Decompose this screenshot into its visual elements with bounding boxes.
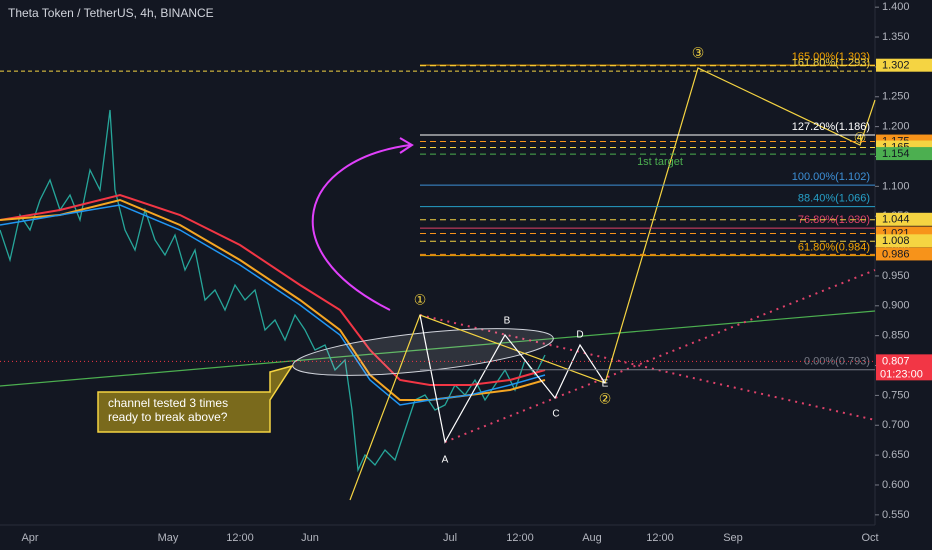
wave-letter: D bbox=[576, 330, 583, 341]
y-tick-label: 0.950 bbox=[882, 270, 910, 282]
trendline bbox=[0, 310, 876, 387]
price-tag bbox=[876, 247, 932, 261]
fib-label: 100.00%(1.102) bbox=[792, 171, 870, 183]
y-tick-label: 0.550 bbox=[882, 509, 910, 521]
fib-label: 127.20%(1.186) bbox=[792, 121, 870, 133]
y-tick-label: 0.750 bbox=[882, 389, 910, 401]
price-tag-label: 0.986 bbox=[882, 248, 910, 260]
fib-label: 61.80%(0.984) bbox=[798, 242, 870, 254]
wave-label: ③ bbox=[692, 45, 705, 61]
fib-label: 165.00%(1.303) bbox=[792, 51, 870, 63]
fib-label: 161.80%(1.293) bbox=[792, 57, 870, 69]
y-tick-label: 1.350 bbox=[882, 31, 910, 43]
y-tick-label: 1.100 bbox=[882, 180, 910, 192]
price-tag-label: 1.044 bbox=[882, 214, 910, 226]
ma-red bbox=[0, 193, 546, 386]
y-tick-label: 0.900 bbox=[882, 300, 910, 312]
y-tick-label: 1.250 bbox=[882, 91, 910, 103]
callout-text: channel tested 3 times bbox=[108, 396, 228, 410]
channel-line bbox=[419, 314, 876, 421]
price-tag-label: 1.008 bbox=[882, 235, 910, 247]
wave-letter: A bbox=[442, 455, 449, 466]
wave-label: ② bbox=[599, 391, 612, 407]
y-tick-label: 1.400 bbox=[882, 1, 910, 13]
y-tick-label: 0.700 bbox=[882, 419, 910, 431]
x-tick-label: Oct bbox=[861, 532, 878, 544]
price-tag bbox=[876, 354, 932, 381]
price-tag bbox=[876, 147, 932, 161]
x-tick-label: Apr bbox=[21, 532, 38, 544]
x-tick-label: Sep bbox=[723, 532, 743, 544]
header-title: Theta Token / TetherUS, 4h, BINANCE bbox=[8, 6, 214, 20]
fib-label: 88.40%(1.066) bbox=[798, 193, 870, 205]
x-tick-label: Jul bbox=[443, 532, 457, 544]
wave-line bbox=[349, 67, 876, 501]
target-label: 1st target bbox=[637, 156, 683, 168]
y-tick-label: 1.200 bbox=[882, 121, 910, 133]
x-tick-label: 12:00 bbox=[646, 532, 674, 544]
countdown: 01:23:00 bbox=[880, 368, 923, 380]
abcde-line bbox=[419, 314, 606, 444]
channel-line bbox=[444, 269, 876, 443]
wave-letter: C bbox=[552, 409, 559, 420]
y-tick-label: 0.600 bbox=[882, 479, 910, 491]
wave-letter: B bbox=[504, 316, 511, 327]
callout-box bbox=[97, 364, 294, 433]
x-tick-label: 12:00 bbox=[226, 532, 254, 544]
wave-letter: E bbox=[602, 379, 609, 390]
price-tag-label: 1.154 bbox=[882, 148, 910, 160]
arrow-head bbox=[399, 137, 414, 154]
arrow bbox=[311, 144, 411, 311]
ma-blue bbox=[0, 204, 546, 406]
callout-text: ready to break above? bbox=[108, 410, 228, 424]
price-tag-label: 1.302 bbox=[882, 60, 910, 72]
price-tag bbox=[876, 212, 932, 226]
x-tick-label: Jun bbox=[301, 532, 319, 544]
x-tick-label: May bbox=[158, 532, 179, 544]
price-tag-label: 0.807 bbox=[882, 355, 910, 367]
x-tick-label: 12:00 bbox=[506, 532, 534, 544]
price-tag bbox=[876, 58, 932, 72]
y-tick-label: 0.650 bbox=[882, 449, 910, 461]
price-path bbox=[0, 109, 546, 473]
price-tag bbox=[876, 234, 932, 248]
y-tick-label: 0.850 bbox=[882, 330, 910, 342]
wave-label: ① bbox=[414, 292, 427, 308]
x-tick-label: Aug bbox=[582, 532, 602, 544]
